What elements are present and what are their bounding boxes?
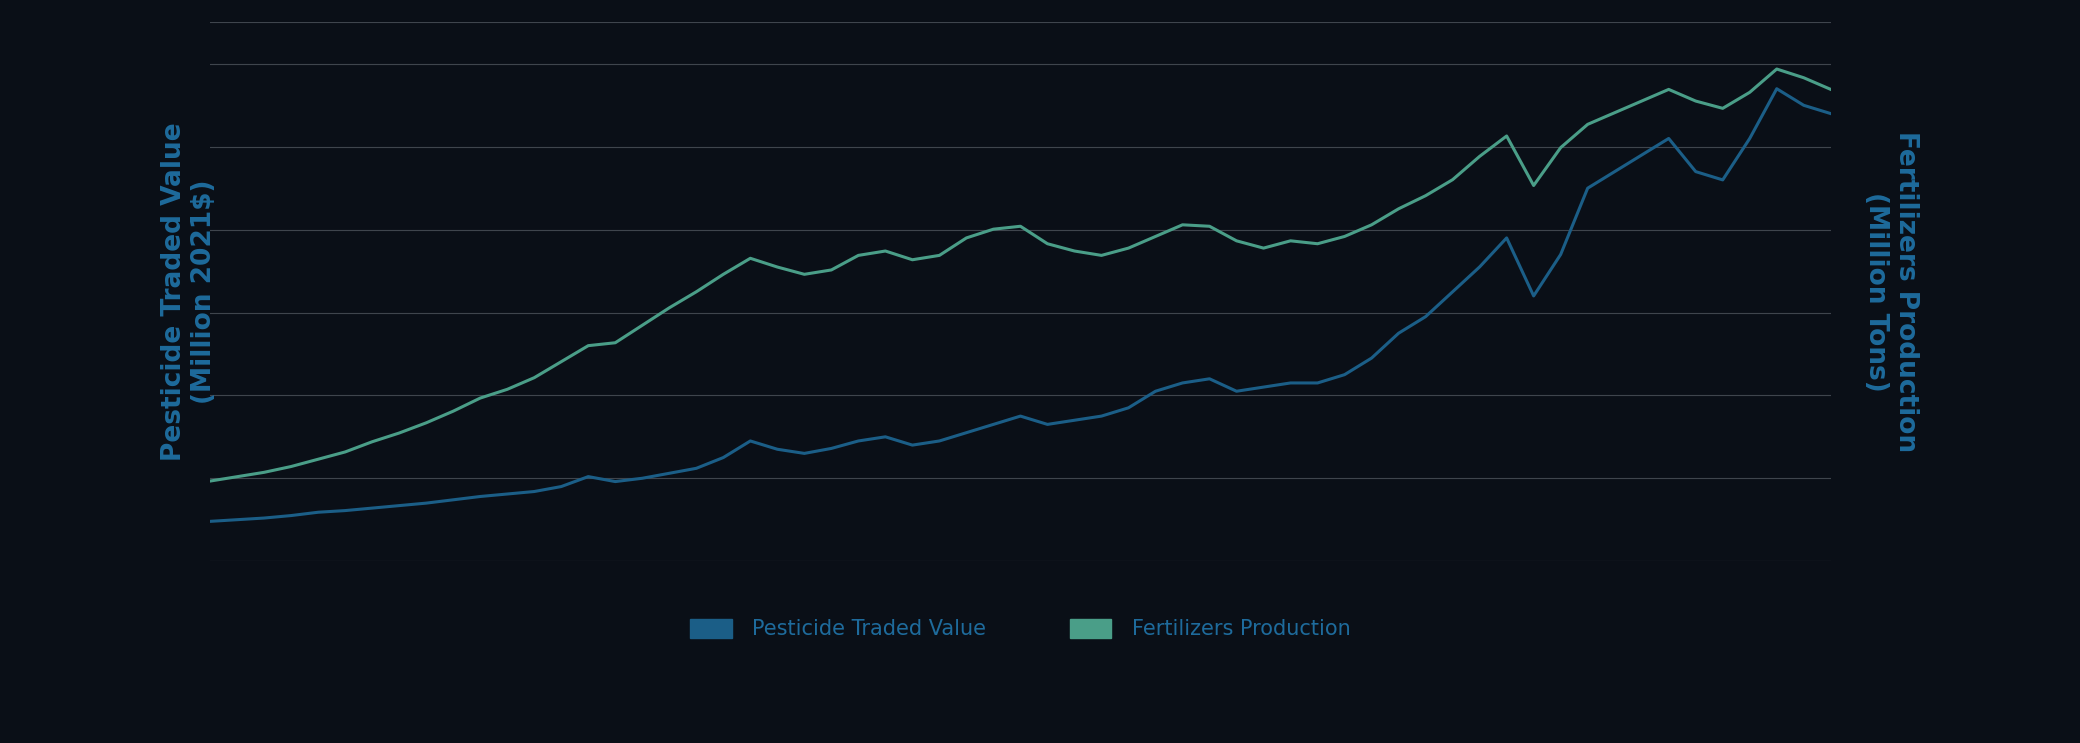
Y-axis label: Fertilizers Production
(Million Tons): Fertilizers Production (Million Tons) <box>1864 132 1920 452</box>
Y-axis label: Pesticide Traded Value
(Million 2021$): Pesticide Traded Value (Million 2021$) <box>160 123 216 461</box>
Legend: Pesticide Traded Value, Fertilizers Production: Pesticide Traded Value, Fertilizers Prod… <box>682 611 1360 648</box>
